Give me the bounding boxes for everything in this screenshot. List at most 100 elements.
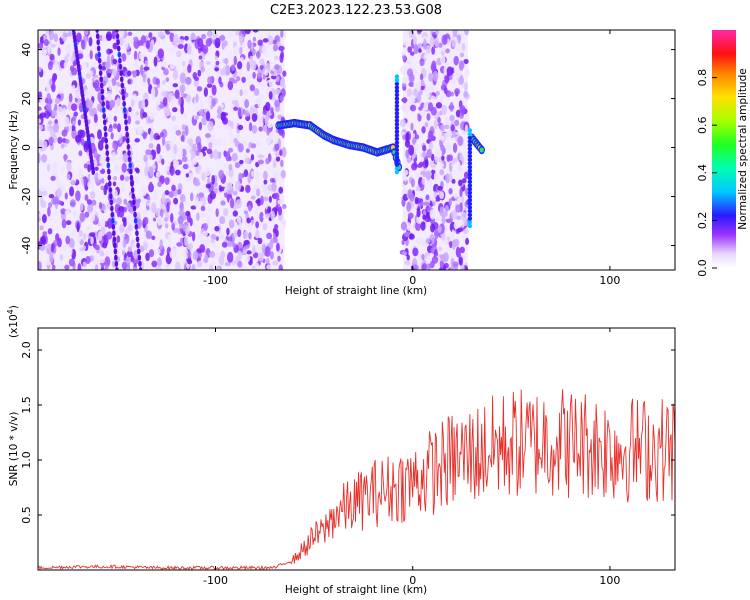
noise-speck: [413, 44, 419, 55]
noise-speck: [221, 42, 225, 50]
noise-speck: [159, 239, 163, 251]
noise-speck: [230, 120, 234, 129]
noise-speck: [425, 170, 432, 181]
noise-speck: [406, 201, 412, 212]
noise-speck: [464, 124, 469, 135]
noise-speck: [444, 142, 451, 151]
noise-speck: [166, 111, 172, 116]
noise-speck: [132, 242, 137, 251]
noise-speck: [250, 195, 256, 200]
noise-speck: [200, 98, 204, 109]
streak-speck: [98, 70, 103, 77]
noise-speck: [162, 97, 168, 107]
noise-speck: [218, 35, 226, 41]
noise-speck: [231, 79, 238, 84]
noise-speck: [39, 112, 47, 118]
noise-speck: [85, 97, 90, 109]
noise-speck: [105, 31, 113, 41]
noise-speck: [434, 228, 439, 240]
noise-speck: [75, 32, 82, 43]
noise-speck: [127, 78, 131, 85]
noise-speck: [173, 143, 178, 155]
noise-speck: [417, 113, 422, 122]
noise-speck: [455, 204, 462, 213]
noise-speck: [68, 93, 73, 103]
streak-speck: [133, 211, 137, 218]
noise-speck: [438, 246, 443, 251]
noise-speck: [175, 129, 182, 136]
streak-speck: [95, 30, 99, 33]
noise-speck: [455, 247, 462, 257]
noise-speck: [63, 61, 68, 69]
noise-speck: [111, 189, 118, 199]
edge-feature: [394, 169, 400, 175]
noise-speck: [224, 57, 229, 65]
noise-speck: [254, 206, 259, 215]
noise-speck: [41, 190, 48, 196]
noise-speck: [440, 123, 445, 132]
noise-speck: [404, 232, 410, 238]
streak-speck: [121, 94, 126, 101]
noise-speck: [177, 43, 184, 50]
noise-speck: [262, 38, 269, 43]
noise-speck: [237, 229, 242, 238]
noise-speck: [182, 163, 189, 170]
noise-speck: [415, 186, 421, 192]
noise-speck: [255, 188, 261, 197]
noise-speck: [431, 46, 436, 55]
noise-speck: [419, 85, 426, 91]
noise-speck: [204, 133, 211, 139]
noise-speck: [245, 255, 251, 262]
noise-speck: [281, 221, 286, 230]
noise-speck: [84, 211, 90, 218]
noise-speck: [278, 264, 283, 270]
noise-speck: [434, 30, 440, 35]
noise-speck: [423, 38, 427, 50]
edge-feature: [467, 220, 473, 225]
chart-title: C2E3.2023.122.23.53.G08: [270, 3, 442, 18]
noise-speck: [104, 61, 111, 70]
noise-speck: [274, 224, 279, 230]
noise-speck: [245, 184, 251, 193]
x-tick-label: -100: [203, 274, 228, 287]
noise-speck: [70, 55, 75, 63]
noise-speck: [228, 219, 235, 229]
noise-speck: [171, 115, 176, 122]
noise-speck: [40, 196, 44, 204]
noise-speck: [250, 154, 255, 161]
noise-speck: [424, 86, 430, 93]
noise-speck: [400, 104, 406, 110]
noise-speck: [145, 149, 152, 156]
noise-speck: [171, 222, 175, 231]
noise-speck: [274, 88, 281, 96]
noise-speck: [112, 68, 117, 77]
noise-speck: [452, 142, 458, 153]
noise-speck: [48, 60, 54, 66]
noise-speck: [112, 42, 118, 50]
noise-speck: [243, 240, 250, 245]
noise-speck: [142, 80, 149, 88]
streak-speck: [126, 143, 131, 150]
edge-feature: [467, 135, 473, 140]
noise-speck: [278, 45, 285, 52]
colorbar-tick-label: 0.0: [696, 259, 709, 277]
noise-speck: [60, 166, 66, 173]
noise-speck: [273, 192, 280, 200]
noise-speck: [65, 220, 72, 226]
x-tick-label: 0: [409, 274, 416, 287]
noise-speck: [113, 115, 118, 122]
noise-speck: [87, 164, 92, 173]
edge-feature: [467, 150, 473, 155]
noise-speck: [108, 79, 113, 91]
noise-speck: [177, 38, 184, 45]
noise-speck: [43, 38, 49, 47]
noise-speck: [208, 141, 213, 149]
noise-speck: [454, 88, 460, 95]
noise-speck: [38, 261, 42, 270]
noise-speck: [222, 207, 229, 217]
noise-speck: [181, 124, 186, 131]
noise-speck: [161, 136, 166, 146]
noise-speck: [97, 129, 102, 140]
noise-speck: [444, 117, 449, 124]
noise-speck: [435, 90, 440, 96]
